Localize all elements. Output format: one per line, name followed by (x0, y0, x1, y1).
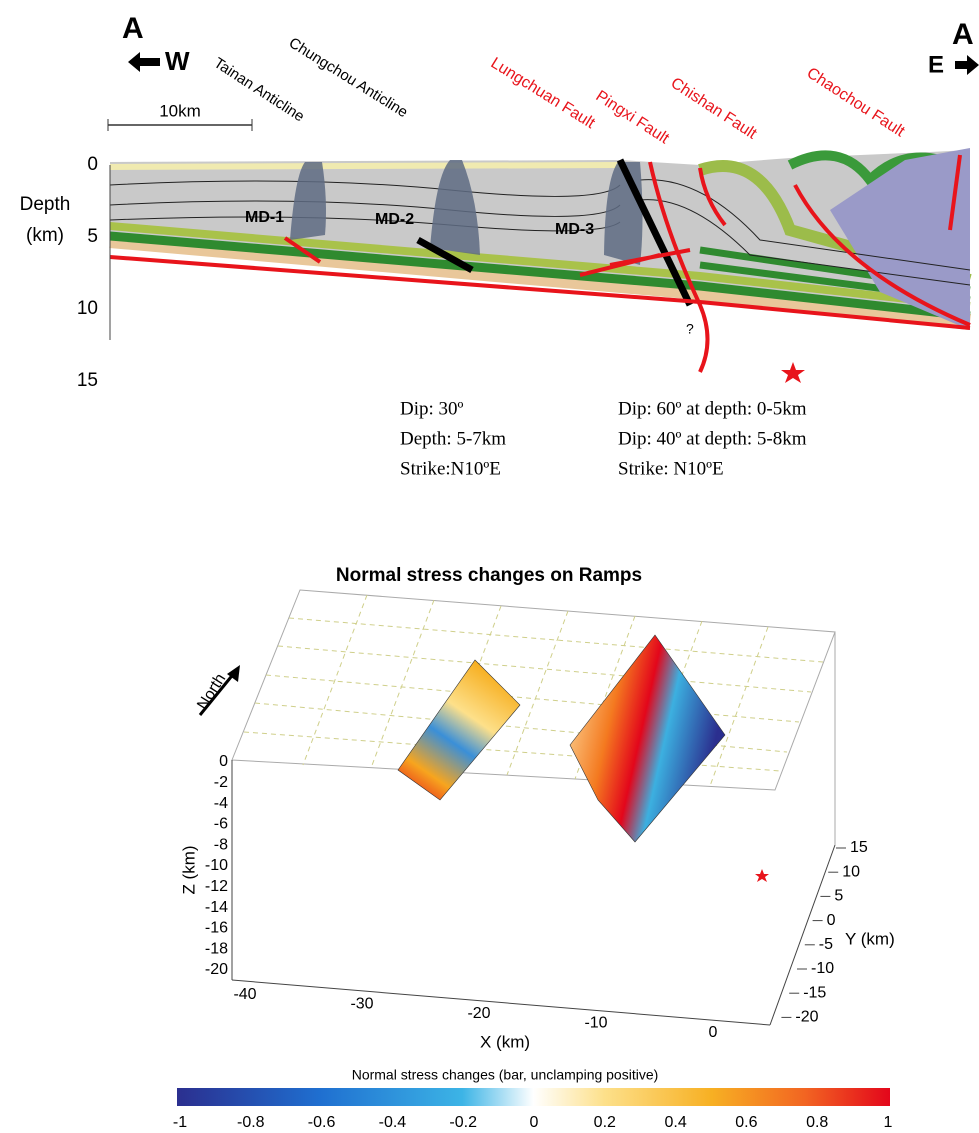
depth-unit: (km) (26, 225, 64, 246)
z-tick-label: -6 (214, 816, 228, 833)
annotation-line: Dip: 40º at depth: 5-8km (618, 428, 807, 449)
fault-label: Chishan Fault (668, 75, 761, 143)
colorbar-tick-label: -0.4 (379, 1114, 407, 1131)
page: A W A E 10km Depth (km) Tainan Anticline… (0, 0, 979, 1133)
colorbar-tick-label: -0.6 (308, 1114, 336, 1131)
z-tick-label: -14 (205, 899, 228, 916)
y-tick-label: -5 (819, 936, 833, 953)
fault-label: Chaochou Fault (804, 65, 908, 141)
scale-label: 10km (159, 101, 201, 120)
section-end-label: A (952, 18, 974, 51)
plot-box (232, 590, 835, 1025)
epicenter-star (755, 869, 769, 882)
z-tick-label: -2 (214, 774, 228, 791)
colorbar-tick-label: -1 (173, 1114, 187, 1131)
z-tick-label: 0 (219, 753, 228, 770)
west-arrow (128, 52, 160, 72)
x-tick-label: -20 (467, 1005, 490, 1022)
anticline-label: Tainan Anticline (211, 54, 308, 125)
z-tick-label: -4 (214, 795, 228, 812)
colorbar-tick-label: -0.8 (237, 1114, 265, 1131)
z-tick-label: -16 (205, 920, 228, 937)
fault-label: Lungchuan Fault (488, 55, 599, 133)
annotation-line: Depth: 5-7km (400, 428, 506, 449)
colorbar (177, 1088, 890, 1106)
depth-tick-label: 10 (77, 298, 98, 319)
depth-tick-label: 0 (87, 154, 98, 175)
z-tick-label: -18 (205, 940, 228, 957)
colorbar-tick-label: 0.2 (594, 1114, 616, 1131)
colorbar-label: Normal stress changes (bar, unclamping p… (352, 1067, 659, 1083)
depth-tick-label: 5 (87, 226, 98, 247)
y-tick-label: -20 (795, 1009, 818, 1026)
annotation-line: Dip: 30º (400, 398, 464, 419)
y-tick-label: 5 (834, 888, 843, 905)
z-axis-label: Z (km) (179, 845, 198, 894)
colorbar-tick-label: 0.8 (806, 1114, 828, 1131)
z-tick-label: -10 (205, 857, 228, 874)
diapir-label: MD-1 (245, 209, 284, 226)
x-tick-label: -30 (350, 996, 373, 1013)
depth-tick-label: 15 (77, 370, 98, 391)
depth-ticks: 0 5 10 15 (77, 154, 98, 391)
direction-label: W (165, 46, 190, 76)
z-tick-label: -8 (214, 836, 228, 853)
x-tick-label: -10 (584, 1015, 607, 1032)
question-mark: ? (686, 321, 694, 337)
z-tick-label: -20 (205, 961, 228, 978)
y-tick-label: 15 (850, 839, 868, 856)
north-label: North (194, 671, 229, 713)
z-tick-label: -12 (205, 878, 228, 895)
plot-title: Normal stress changes on Ramps (336, 565, 642, 586)
diapir-label: MD-3 (555, 221, 594, 238)
diapir-label: MD-2 (375, 211, 414, 228)
y-tick-label: 10 (842, 863, 860, 880)
x-axis-label: X (km) (480, 1032, 530, 1051)
depth-title: Depth (20, 194, 71, 215)
y-tick-label: 0 (827, 912, 836, 929)
annotation-line: Strike:N10ºE (400, 458, 501, 479)
y-axis-label: Y (km) (845, 929, 895, 948)
epicenter-star (781, 362, 805, 383)
east-arrow (955, 55, 979, 75)
annotation-line: Dip: 60º at depth: 0-5km (618, 398, 807, 419)
x-tick-label: -40 (233, 986, 256, 1003)
y-tick-label: -15 (803, 984, 826, 1001)
colorbar-tick-label: 1 (884, 1114, 893, 1131)
annotations: Dip: 30º Depth: 5-7km Strike:N10ºE Dip: 60º… (400, 398, 807, 479)
colorbar-tick-label: 0 (530, 1114, 539, 1131)
section-end-label: A (122, 12, 144, 45)
x-tick-label: 0 (709, 1024, 718, 1041)
annotation-line: Strike: N10ºE (618, 458, 724, 479)
colorbar-tick-label: 0.4 (664, 1114, 686, 1131)
colorbar-tick-label: -0.2 (449, 1114, 477, 1131)
y-tick-label: -10 (811, 960, 834, 977)
direction-label: E (928, 51, 944, 78)
figure: A W A E 10km Depth (km) Tainan Anticline… (0, 0, 979, 1133)
fault-label: Pingxi Fault (593, 88, 673, 148)
colorbar-tick-label: 0.6 (735, 1114, 757, 1131)
